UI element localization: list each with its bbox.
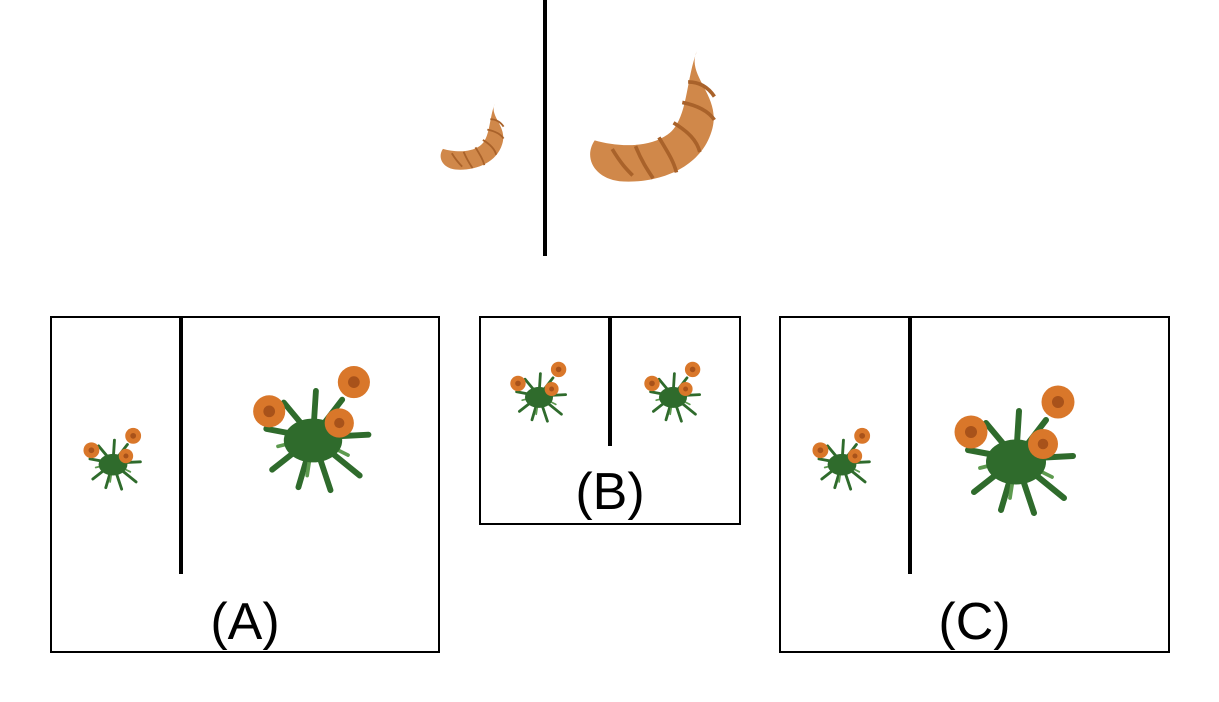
flower-bush-small-icon [635, 354, 711, 424]
option-c-panel[interactable]: (C) [779, 316, 1170, 653]
flower-bush-small-icon [501, 354, 577, 424]
flower-bush-large-icon [941, 366, 1091, 522]
flower-bush-small-icon [74, 420, 152, 492]
option-c-label: (C) [938, 593, 1011, 651]
option-b-label: (B) [575, 463, 645, 521]
flower-bush-small-icon [803, 420, 881, 492]
option-c-divider [908, 318, 912, 574]
option-a-divider [179, 318, 183, 574]
option-b-divider [608, 318, 612, 446]
croissant-large-icon [583, 34, 729, 200]
croissant-small-icon [432, 100, 516, 174]
flower-bush-large-icon [234, 350, 392, 496]
option-a-label: (A) [210, 593, 280, 651]
option-b-panel[interactable]: (B) [479, 316, 741, 525]
option-a-panel[interactable]: (A) [50, 316, 440, 653]
prompt-divider [543, 0, 547, 256]
